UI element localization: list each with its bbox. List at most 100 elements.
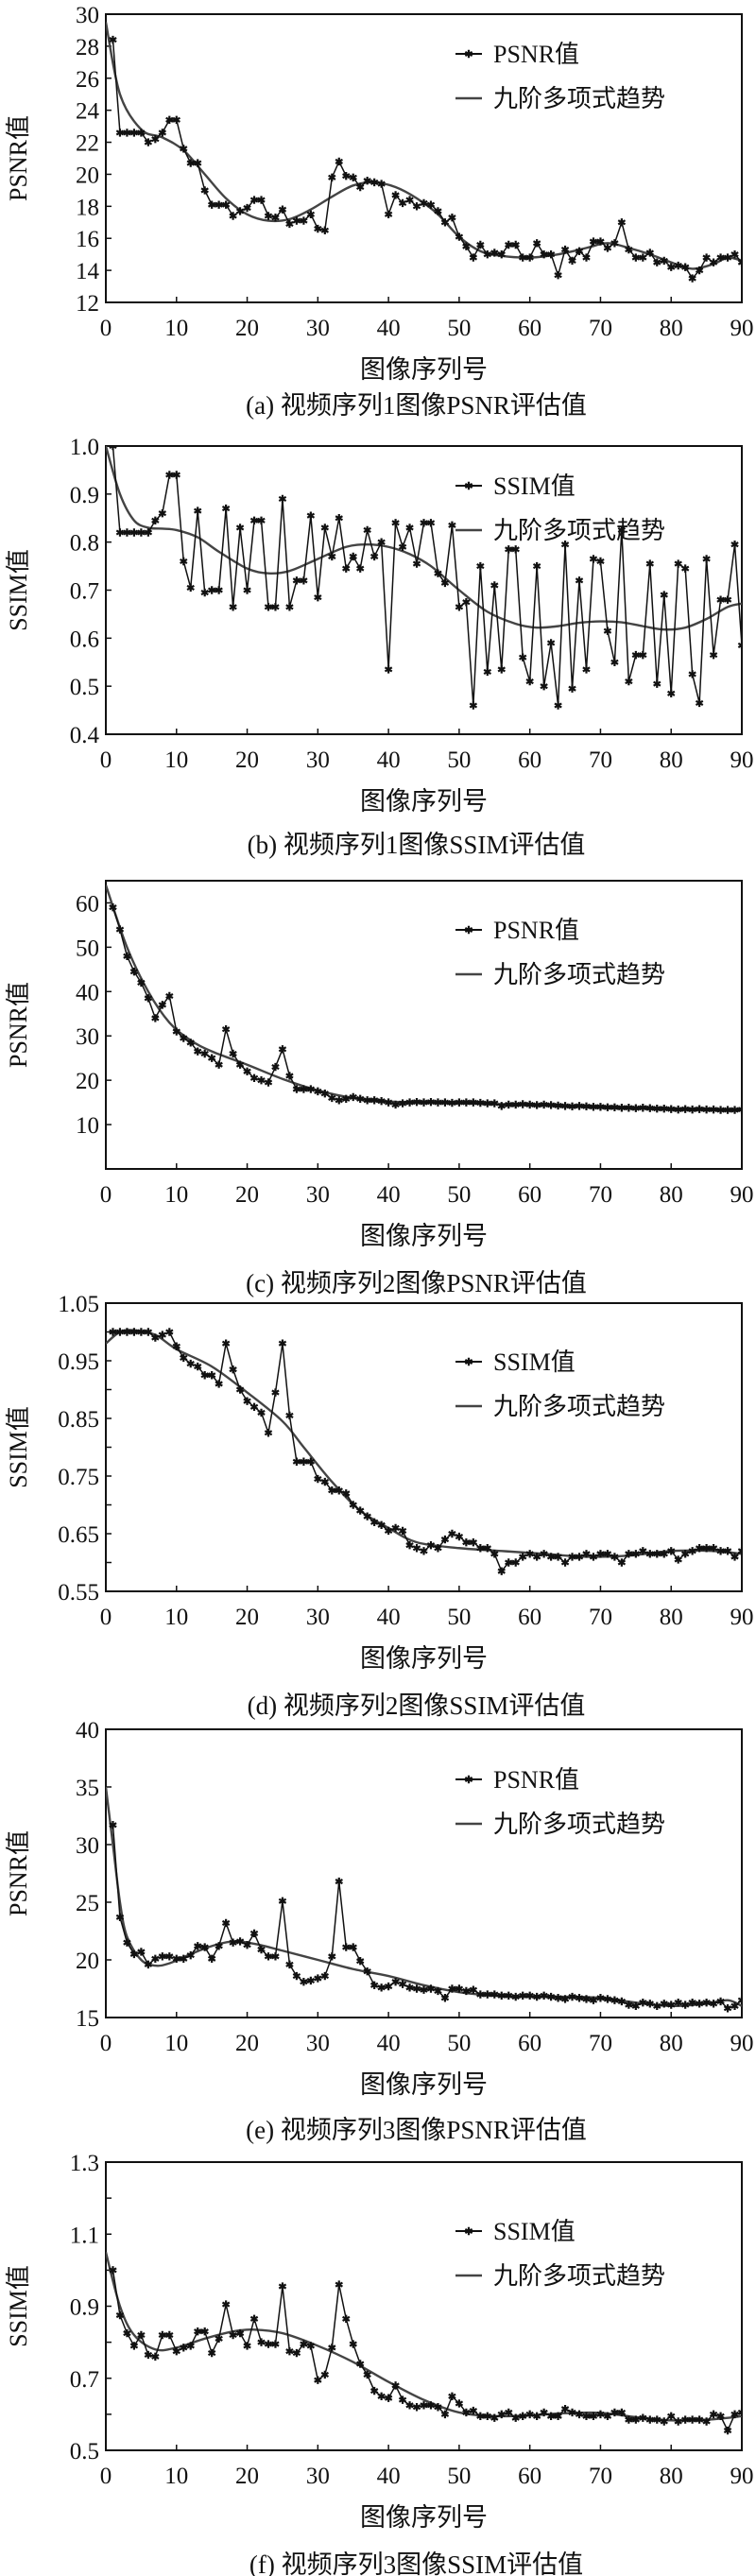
data-point-marker bbox=[560, 1995, 570, 2003]
data-point-marker bbox=[235, 2328, 245, 2338]
y-tick-label: 30 bbox=[76, 3, 99, 28]
data-point-marker bbox=[306, 511, 316, 520]
data-point-marker bbox=[554, 1101, 562, 1110]
data-point-marker bbox=[115, 2310, 125, 2320]
data-point-marker bbox=[490, 2413, 499, 2422]
data-point-marker bbox=[631, 253, 641, 262]
data-point-marker bbox=[271, 603, 280, 611]
y-tick-label: 40 bbox=[76, 1718, 99, 1743]
y-tick-label: 0.85 bbox=[58, 1407, 99, 1433]
data-point-marker bbox=[448, 1098, 456, 1108]
panel-caption: (d) 视频序列2图像SSIM评估值 bbox=[248, 1692, 586, 1720]
data-point-marker bbox=[207, 1054, 216, 1062]
x-tick-label: 70 bbox=[589, 747, 612, 773]
data-point-marker bbox=[617, 218, 627, 227]
legend-label-trend: 九阶多项式趋势 bbox=[493, 2262, 665, 2290]
data-point-marker bbox=[285, 1072, 294, 1080]
data-point-marker bbox=[186, 1359, 195, 1368]
y-tick-label: 0.7 bbox=[70, 579, 99, 605]
data-point-marker bbox=[300, 216, 308, 225]
data-point-marker bbox=[505, 1558, 513, 1567]
data-point-marker bbox=[243, 1940, 251, 1949]
data-point-marker bbox=[292, 576, 301, 585]
measured-markers bbox=[109, 35, 742, 283]
data-point-marker bbox=[109, 446, 117, 451]
data-point-marker bbox=[257, 196, 266, 204]
data-point-marker bbox=[440, 1994, 450, 2002]
data-point-marker bbox=[667, 2001, 676, 2009]
data-point-marker bbox=[645, 2415, 654, 2424]
data-point-marker bbox=[440, 1535, 450, 1544]
data-point-marker bbox=[540, 249, 548, 259]
data-point-marker bbox=[511, 1992, 520, 2001]
data-point-marker bbox=[257, 1945, 266, 1954]
data-point-marker bbox=[186, 1950, 195, 1960]
data-point-marker bbox=[221, 200, 231, 209]
data-point-marker bbox=[702, 1998, 711, 2007]
data-point-marker bbox=[207, 1954, 216, 1963]
x-axis-label: 图像序列号 bbox=[360, 355, 488, 384]
data-point-marker bbox=[702, 555, 711, 563]
data-point-marker bbox=[610, 239, 619, 248]
x-tick-label: 70 bbox=[589, 316, 612, 341]
data-point-marker bbox=[172, 1342, 180, 1350]
data-point-marker bbox=[355, 182, 365, 192]
data-point-marker bbox=[349, 173, 357, 182]
data-point-marker bbox=[377, 1984, 386, 1992]
data-point-marker bbox=[391, 1977, 400, 1986]
data-point-marker bbox=[151, 1014, 160, 1022]
data-point-marker bbox=[207, 200, 216, 209]
data-point-marker bbox=[469, 1537, 478, 1547]
data-point-marker bbox=[610, 2408, 619, 2417]
data-point-marker bbox=[730, 1553, 739, 1561]
data-point-marker bbox=[667, 2412, 676, 2420]
data-point-marker bbox=[730, 2001, 739, 2010]
data-point-marker bbox=[680, 1550, 690, 1558]
data-point-marker bbox=[264, 2340, 273, 2348]
data-point-marker bbox=[695, 1544, 704, 1553]
measured-markers bbox=[109, 446, 742, 710]
data-point-marker bbox=[483, 1099, 492, 1108]
data-point-marker bbox=[426, 1541, 436, 1550]
data-point-marker bbox=[448, 1529, 456, 1538]
data-point-marker bbox=[194, 159, 202, 167]
x-tick-label: 30 bbox=[306, 2464, 330, 2489]
x-tick-label: 90 bbox=[730, 747, 754, 773]
data-point-marker bbox=[384, 210, 393, 219]
data-point-marker bbox=[420, 1985, 428, 1994]
data-point-marker bbox=[328, 552, 336, 561]
data-point-marker bbox=[709, 258, 718, 266]
data-point-marker bbox=[603, 1103, 612, 1111]
x-axis-label: 图像序列号 bbox=[360, 2503, 488, 2532]
data-point-marker bbox=[320, 1090, 330, 1098]
data-point-marker bbox=[172, 1027, 180, 1036]
data-point-marker bbox=[469, 1098, 478, 1107]
chart-panel-c: 0 10 20 30 40 50 60 70 80 90 10 20 30 40 50 60 PSNR值图像序列… bbox=[5, 880, 754, 1297]
trend-line bbox=[106, 884, 742, 1111]
data-point-marker bbox=[215, 200, 223, 209]
data-point-marker bbox=[455, 232, 464, 241]
y-tick-label: 0.5 bbox=[70, 675, 99, 700]
data-point-marker bbox=[215, 1060, 223, 1069]
data-point-marker bbox=[434, 1986, 442, 1996]
data-point-marker bbox=[702, 1544, 711, 1553]
legend-marker-star bbox=[464, 49, 473, 59]
data-point-marker bbox=[235, 207, 245, 215]
data-point-marker bbox=[129, 2342, 139, 2350]
data-point-marker bbox=[278, 1045, 287, 1054]
data-point-marker bbox=[617, 525, 627, 535]
data-point-marker bbox=[497, 665, 506, 674]
y-tick-label: 0.5 bbox=[70, 2439, 99, 2464]
data-point-marker bbox=[278, 1897, 287, 1905]
data-point-marker bbox=[221, 504, 231, 513]
data-point-marker bbox=[109, 1328, 117, 1336]
data-point-marker bbox=[314, 224, 322, 233]
y-tick-label: 26 bbox=[76, 67, 99, 93]
x-tick-label: 30 bbox=[306, 747, 330, 773]
data-point-marker bbox=[314, 1474, 322, 1484]
data-point-marker bbox=[617, 2408, 627, 2417]
data-point-marker bbox=[737, 1996, 742, 2004]
data-point-marker bbox=[369, 1096, 379, 1105]
data-point-marker bbox=[716, 2412, 725, 2420]
